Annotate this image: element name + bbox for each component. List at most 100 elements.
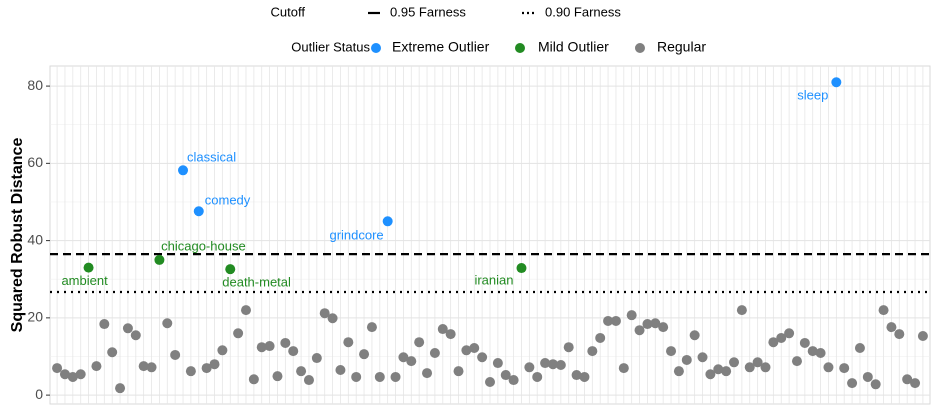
point (422, 368, 433, 379)
point (910, 378, 921, 389)
point (217, 345, 228, 356)
point (713, 364, 724, 375)
point (52, 363, 63, 374)
legend-label: Extreme Outlier (392, 39, 490, 55)
point (154, 254, 165, 265)
point-label: chicago-house (161, 238, 246, 253)
point (201, 363, 212, 374)
point (666, 346, 677, 357)
point (91, 361, 102, 372)
point-label: classical (187, 150, 236, 165)
point (280, 337, 291, 348)
legend-title: Outlier Status (291, 39, 370, 54)
point (508, 375, 519, 386)
point (886, 322, 897, 333)
point (500, 370, 511, 381)
point (469, 342, 480, 353)
point (673, 366, 684, 377)
point (461, 345, 472, 356)
point (170, 349, 181, 360)
point-label: iranian (474, 272, 513, 287)
point (681, 354, 692, 365)
point (579, 371, 590, 382)
cutoff-legend-title: Cutoff (271, 4, 306, 19)
point (107, 347, 118, 358)
point (902, 374, 913, 385)
point (351, 371, 362, 382)
point (799, 337, 810, 348)
point-label: death-metal (222, 275, 291, 290)
point (335, 365, 346, 376)
point (540, 358, 551, 369)
point (744, 362, 755, 373)
point (642, 319, 653, 330)
y-tick-label: 40 (27, 231, 43, 247)
point (327, 313, 338, 324)
point (398, 352, 409, 363)
point (67, 371, 78, 382)
point (807, 346, 818, 357)
point (587, 346, 598, 357)
point (311, 353, 322, 364)
point (162, 318, 173, 329)
point (878, 305, 889, 316)
point (406, 356, 417, 367)
point (776, 332, 787, 343)
point (823, 362, 834, 373)
point (705, 369, 716, 380)
point (839, 363, 850, 374)
point (83, 262, 94, 273)
legend-label: Regular (657, 39, 706, 55)
point (99, 319, 110, 330)
point (429, 348, 440, 359)
point (729, 357, 740, 368)
point (390, 371, 401, 382)
point (626, 310, 637, 321)
cutoff-legend-label: 0.90 Farness (545, 4, 621, 19)
point (209, 359, 220, 370)
point (178, 165, 189, 176)
point (634, 325, 645, 336)
point (532, 371, 543, 382)
point (547, 359, 558, 370)
point (115, 383, 126, 394)
point (248, 374, 259, 385)
point (555, 359, 566, 370)
y-tick-label: 60 (27, 154, 43, 170)
point (760, 362, 771, 373)
point (595, 332, 606, 343)
point-label: ambient (61, 273, 108, 288)
point (697, 352, 708, 363)
point (477, 352, 488, 363)
point (571, 370, 582, 381)
point (193, 206, 204, 217)
point (721, 366, 732, 377)
point-label: sleep (797, 88, 828, 103)
point (130, 330, 141, 341)
point (894, 329, 905, 340)
point (264, 341, 275, 352)
point (256, 342, 267, 353)
point (485, 376, 495, 387)
point (185, 366, 196, 377)
y-tick-label: 80 (27, 77, 43, 93)
point (658, 322, 669, 333)
point (689, 330, 700, 341)
point (752, 357, 763, 368)
y-tick-label: 20 (27, 309, 43, 325)
point (650, 318, 661, 329)
point (414, 337, 425, 348)
point (516, 263, 527, 274)
point (445, 329, 456, 340)
point (303, 375, 314, 386)
point (225, 264, 236, 275)
point (272, 371, 283, 382)
y-tick-label: 0 (35, 386, 43, 402)
point (146, 362, 157, 373)
point-label: grindcore (329, 228, 383, 243)
legend-label: Mild Outlier (538, 39, 609, 55)
point (233, 328, 244, 339)
point (524, 362, 535, 373)
point (815, 348, 826, 359)
